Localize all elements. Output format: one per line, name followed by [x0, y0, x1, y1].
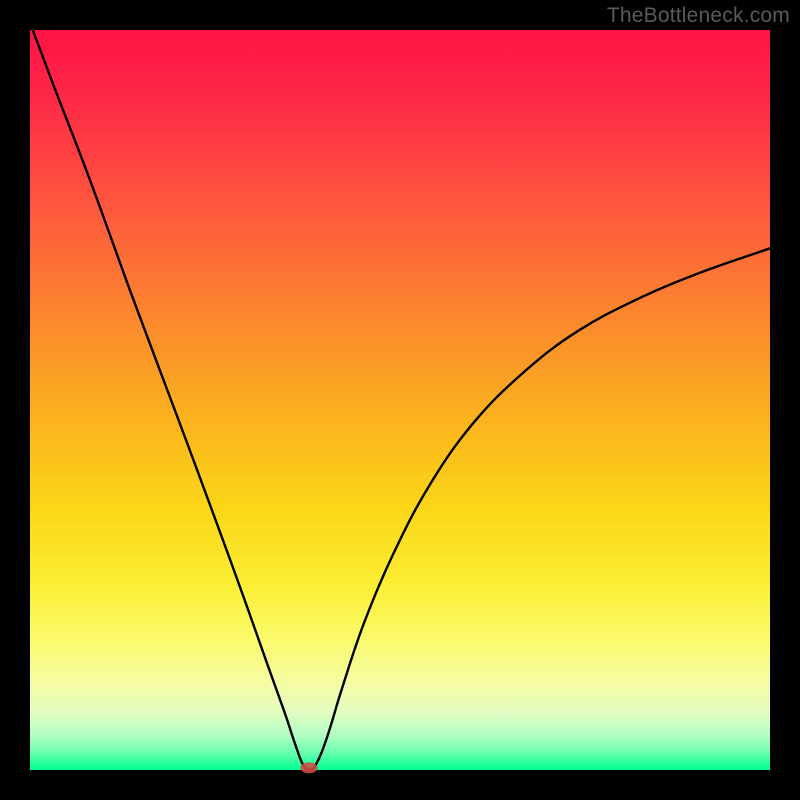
plot-background: [30, 30, 770, 770]
bottleneck-chart: [0, 0, 800, 800]
optimal-marker: [300, 762, 317, 773]
chart-stage: TheBottleneck.com: [0, 0, 800, 800]
watermark-text: TheBottleneck.com: [607, 4, 790, 28]
